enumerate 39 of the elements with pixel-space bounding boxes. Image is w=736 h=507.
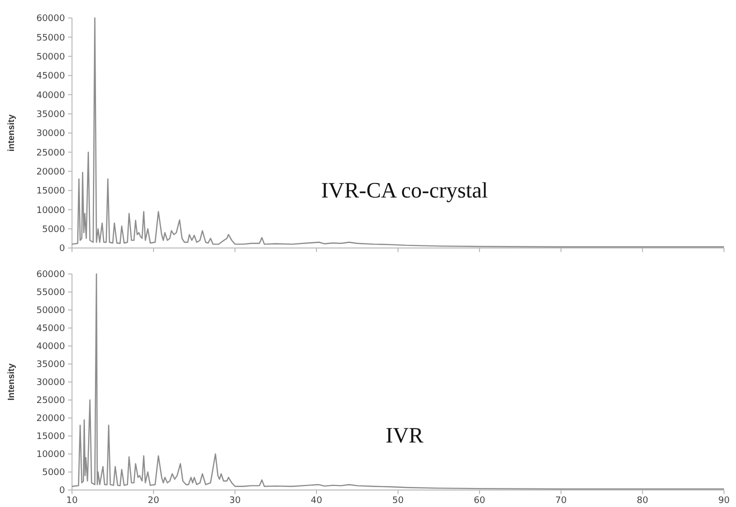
y-tick-label: 20000	[36, 167, 66, 178]
y-tick-label: 35000	[36, 360, 66, 370]
y-tick-label: 10000	[36, 450, 66, 460]
y-tick-label: 50000	[36, 306, 66, 316]
y-tick-label: 55000	[36, 288, 66, 298]
y-tick-label: 45000	[36, 324, 66, 334]
y-tick-label: 30000	[36, 378, 66, 388]
y-tick-label: 0	[59, 244, 66, 254]
x-tick-label: 60	[474, 496, 486, 506]
y-tick-label: 20000	[36, 414, 66, 424]
x-tick-label: 30	[229, 496, 241, 506]
y-tick-label: 60000	[36, 270, 66, 280]
x-tick-label: 90	[718, 496, 730, 506]
y-tick-label: 35000	[36, 110, 66, 120]
y-tick-label: 25000	[36, 148, 66, 158]
y-axis-title: intensity	[6, 114, 16, 152]
y-tick-label: 40000	[36, 342, 66, 352]
x-tick-label: 80	[636, 496, 648, 506]
x-tick-label: 20	[148, 496, 160, 506]
y-tick-label: 15000	[36, 432, 66, 442]
y-tick-label: 55000	[36, 33, 66, 44]
y-tick-label: 45000	[36, 72, 66, 82]
x-tick-label: 40	[310, 496, 322, 506]
y-tick-label: 60000	[36, 14, 66, 24]
y-tick-label: 0	[59, 486, 66, 496]
y-tick-label: 15000	[36, 186, 66, 197]
annotation: IVR-CA co-crystal	[321, 177, 488, 202]
annotation: IVR	[386, 422, 424, 448]
y-tick-label: 30000	[36, 129, 66, 140]
y-tick-label: 5000	[42, 468, 66, 478]
y-tick-label: 50000	[36, 52, 66, 62]
x-tick-label: 50	[392, 496, 404, 506]
y-tick-label: 40000	[36, 90, 66, 101]
x-tick-label: 70	[555, 496, 567, 506]
y-tick-label: 10000	[36, 206, 66, 216]
y-tick-label: 5000	[42, 224, 66, 235]
y-tick-label: 25000	[36, 396, 66, 406]
x-tick-label: 10	[66, 496, 78, 506]
y-axis-title: Intensity	[6, 363, 16, 401]
